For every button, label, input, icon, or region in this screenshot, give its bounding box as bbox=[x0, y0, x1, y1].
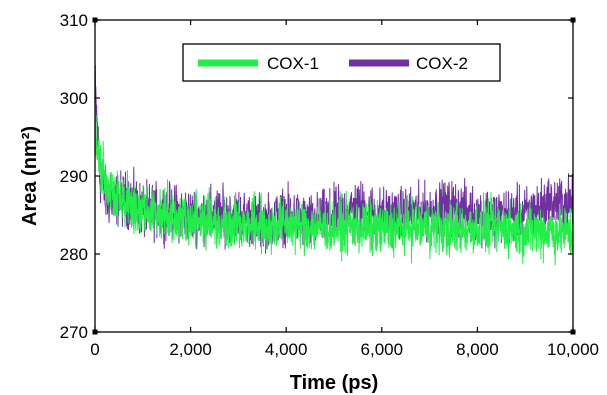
x-tick-label: 2,000 bbox=[169, 340, 212, 359]
legend: COX-1 COX-2 bbox=[182, 43, 501, 82]
x-tick-label: 10,000 bbox=[547, 340, 599, 359]
y-tick-label: 280 bbox=[60, 245, 88, 264]
x-axis-title: Time (ps) bbox=[290, 372, 379, 394]
axis-ticks: 0 2,000 4,000 6,000 8,000 10,000 270 280 290 300 3… bbox=[60, 11, 599, 359]
y-tick-label: 310 bbox=[60, 11, 88, 30]
corner-marker bbox=[92, 17, 98, 23]
series-layer bbox=[94, 64, 574, 266]
x-tick-label: 8,000 bbox=[456, 340, 499, 359]
y-tick-label: 290 bbox=[60, 167, 88, 186]
y-tick-label: 300 bbox=[60, 89, 88, 108]
x-tick-label: 0 bbox=[90, 340, 99, 359]
corner-marker bbox=[570, 329, 576, 335]
legend-label-cox-2: COX-2 bbox=[416, 54, 468, 73]
legend-box bbox=[182, 43, 501, 82]
x-tick-label: 6,000 bbox=[361, 340, 404, 359]
series-line-cox-2 bbox=[94, 64, 574, 254]
corner-marker bbox=[92, 329, 98, 335]
legend-label-cox-1: COX-1 bbox=[267, 54, 319, 73]
y-axis-title: Area (nm²) bbox=[19, 126, 41, 226]
series-line-cox-1 bbox=[94, 102, 574, 266]
corner-marker bbox=[570, 17, 576, 23]
x-tick-label: 4,000 bbox=[265, 340, 308, 359]
y-tick-label: 270 bbox=[60, 323, 88, 342]
